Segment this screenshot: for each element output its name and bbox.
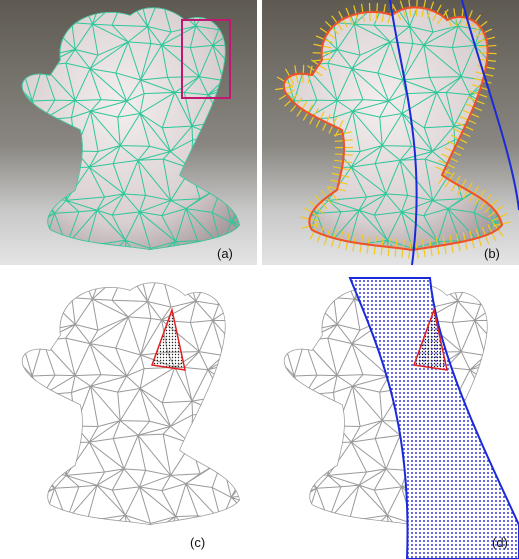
- panel-label: (b): [484, 246, 500, 261]
- panel-label: (a): [217, 246, 233, 261]
- panel-label: (c): [190, 535, 205, 550]
- panel-b: (b): [254, 0, 519, 271]
- figure: (a) (b) (c) (d): [0, 0, 519, 559]
- panel-a: (a): [0, 0, 273, 271]
- panel-label: (d): [492, 535, 508, 550]
- panel-d: (d): [254, 266, 519, 559]
- mesh-lines: [0, 266, 273, 546]
- mesh: [0, 266, 273, 546]
- panel-c: (c): [0, 266, 273, 550]
